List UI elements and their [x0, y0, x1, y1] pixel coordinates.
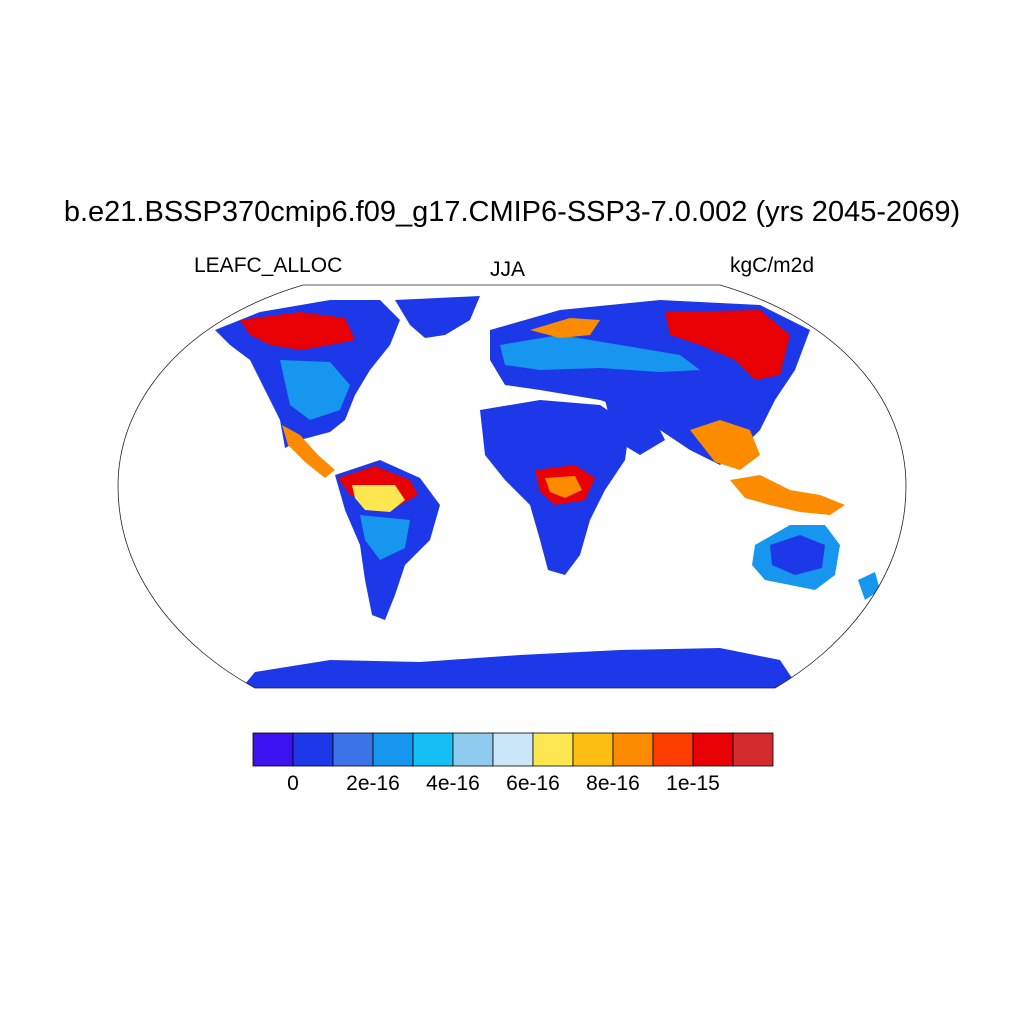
- colorbar-tick-label: 1e-15: [666, 772, 720, 795]
- southeast-asia: [730, 475, 845, 515]
- siberia-hotspot: [665, 310, 790, 380]
- colorbar-swatch: [652, 732, 694, 767]
- colorbar-swatch: [572, 732, 614, 767]
- colorbar-swatch: [372, 732, 414, 767]
- south-asia: [690, 420, 760, 470]
- central-africa-core: [545, 476, 582, 498]
- colorbar-swatch: [412, 732, 454, 767]
- colorbar-swatch: [692, 732, 734, 767]
- season-label: JJA: [490, 258, 526, 281]
- greenland: [395, 296, 480, 338]
- colorbar-tick-label: 8e-16: [586, 772, 640, 795]
- units-label: kgC/m2d: [730, 254, 815, 277]
- colorbar-swatch: [532, 732, 574, 767]
- colorbar-swatch: [332, 732, 374, 767]
- colorbar-tick-label: 2e-16: [346, 772, 400, 795]
- europe-north: [530, 318, 600, 338]
- colorbar: [252, 732, 774, 767]
- north-america-boreal: [240, 312, 355, 350]
- map-outline: [117, 284, 907, 689]
- variable-name-label: LEAFC_ALLOC: [194, 254, 343, 277]
- new-zealand: [858, 572, 880, 600]
- colorbar-swatch: [452, 732, 494, 767]
- colorbar-tick-label: 4e-16: [426, 772, 480, 795]
- colorbar-swatch: [612, 732, 654, 767]
- colorbar-swatch: [492, 732, 534, 767]
- south-america-mid: [360, 515, 410, 560]
- colorbar-tick-label: 0: [287, 772, 299, 795]
- australia-interior: [770, 535, 825, 575]
- plot-title: b.e21.BSSP370cmip6.f09_g17.CMIP6-SSP3-7.…: [63, 196, 961, 228]
- colorbar-tick-label: 6e-16: [506, 772, 560, 795]
- arabia: [605, 400, 665, 455]
- europe-band: [500, 335, 700, 372]
- colorbar-swatch: [252, 732, 294, 767]
- land-areas: [215, 296, 880, 688]
- colorbar-swatch: [292, 732, 334, 767]
- colorbar-swatch: [732, 732, 774, 767]
- antarctica: [240, 648, 800, 688]
- north-america-mid: [280, 360, 350, 420]
- amazon-core: [352, 485, 405, 512]
- central-america: [282, 425, 335, 478]
